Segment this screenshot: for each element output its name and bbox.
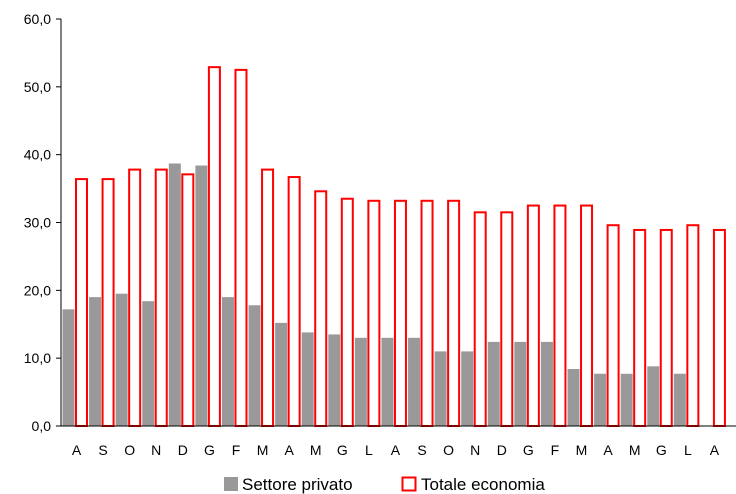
x-tick-label: D (178, 442, 188, 458)
x-tick-label: S (98, 442, 107, 458)
bar-settore-privato (354, 337, 367, 426)
bar-settore-privato (381, 337, 394, 426)
bar-totale-economia (526, 204, 540, 427)
bar-settore-privato (168, 163, 181, 427)
bar-settore-privato (567, 369, 580, 426)
bar-settore-privato (514, 341, 527, 426)
y-tick-label: 50,0 (24, 79, 51, 95)
x-tick-label: N (470, 442, 480, 458)
bar-settore-privato (328, 334, 341, 426)
bar-totale-economia (580, 204, 594, 427)
legend-label-settore-privato: Settore privato (242, 475, 353, 494)
y-tick-label: 30,0 (24, 215, 51, 231)
bar-settore-privato (408, 337, 421, 426)
bar-totale-economia (553, 204, 567, 427)
bar-settore-privato (89, 297, 102, 426)
bar-settore-privato (221, 297, 234, 426)
bar-totale-economia (712, 228, 726, 427)
x-tick-label: M (257, 442, 269, 458)
bar-settore-privato (62, 309, 75, 426)
bar-settore-privato (195, 165, 208, 426)
x-tick-label: G (523, 442, 534, 458)
x-tick-label: L (365, 442, 373, 458)
bar-settore-privato (301, 332, 314, 426)
bar-totale-economia (393, 199, 407, 427)
bar-totale-economia (633, 228, 647, 427)
x-tick-label: A (710, 442, 720, 458)
y-tick-label: 0,0 (32, 418, 52, 434)
bar-settore-privato (540, 341, 553, 426)
x-tick-label: A (603, 442, 613, 458)
bar-settore-privato (275, 322, 288, 426)
bar-totale-economia (181, 173, 195, 427)
legend-label-totale-economia: Totale economia (421, 475, 545, 494)
x-tick-label: N (151, 442, 161, 458)
bar-totale-economia (340, 197, 354, 427)
y-tick-label: 20,0 (24, 282, 51, 298)
legend-swatch-settore-privato (224, 477, 238, 491)
y-tick-label: 40,0 (24, 147, 51, 163)
x-tick-label: A (72, 442, 82, 458)
bar-settore-privato (115, 293, 128, 426)
x-tick-label: L (684, 442, 692, 458)
bar-totale-economia (314, 190, 328, 427)
bar-totale-economia (686, 224, 700, 427)
bar-settore-privato (461, 351, 474, 426)
y-tick-label: 10,0 (24, 350, 51, 366)
bar-totale-economia (101, 178, 115, 427)
bar-totale-economia (154, 168, 168, 427)
x-tick-label: G (337, 442, 348, 458)
bar-totale-economia (75, 178, 88, 427)
bar-totale-economia (367, 199, 381, 427)
legend: Settore privato Totale economia (224, 475, 545, 494)
x-tick-label: D (497, 442, 507, 458)
y-axis-ticks: 0,0 10,0 20,0 30,0 40,0 50,0 60,0 (24, 11, 61, 434)
x-tick-label: S (417, 442, 426, 458)
bar-settore-privato (594, 373, 607, 426)
x-tick-label: A (391, 442, 401, 458)
bar-totale-economia (473, 211, 487, 427)
x-tick-label: O (124, 442, 135, 458)
bar-totale-economia (447, 199, 461, 427)
x-tick-label: G (656, 442, 667, 458)
bar-totale-economia (420, 199, 434, 427)
x-tick-label: O (443, 442, 454, 458)
x-tick-label: M (576, 442, 588, 458)
bar-settore-privato (647, 366, 660, 426)
bar-settore-privato (434, 351, 447, 426)
bars-group (62, 66, 726, 428)
x-tick-label: F (551, 442, 560, 458)
bar-totale-economia (234, 68, 248, 427)
bar-settore-privato (487, 341, 500, 426)
bar-settore-privato (673, 373, 686, 426)
x-tick-label: G (204, 442, 215, 458)
x-tick-label: M (629, 442, 641, 458)
bar-settore-privato (620, 373, 633, 426)
bar-totale-economia (128, 168, 142, 427)
bar-totale-economia (606, 224, 620, 427)
legend-swatch-totale-economia (401, 476, 417, 492)
bar-totale-economia (287, 176, 301, 427)
bar-totale-economia (500, 211, 514, 427)
x-tick-label: A (284, 442, 294, 458)
bar-totale-economia (659, 228, 673, 427)
x-tick-label: F (232, 442, 241, 458)
y-tick-label: 60,0 (24, 11, 51, 27)
bar-totale-economia (261, 168, 275, 427)
bar-settore-privato (142, 301, 155, 426)
x-tick-label: M (310, 442, 322, 458)
bar-settore-privato (248, 305, 261, 426)
bar-totale-economia (207, 66, 221, 428)
